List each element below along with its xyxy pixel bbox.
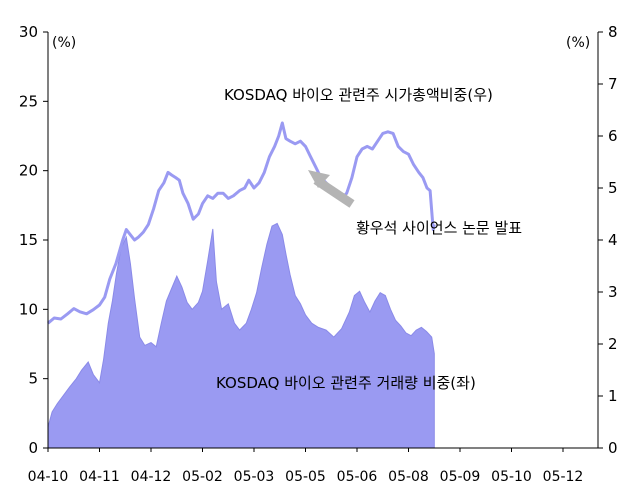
market-cap-share-line	[47, 121, 436, 325]
right-tick-label: 0	[608, 439, 618, 457]
market-cap-series-label: KOSDAQ 바이오 관련주 시가총액비중(우)	[224, 86, 493, 104]
left-tick-label: 5	[28, 370, 38, 388]
left-tick-label: 0	[28, 439, 38, 457]
x-tick-label: 04-11	[79, 469, 120, 485]
volume-share-area	[47, 222, 435, 449]
left-tick-label: 30	[19, 23, 38, 41]
left-tick-label: 15	[19, 231, 38, 249]
right-tick-label: 4	[608, 231, 618, 249]
right-axis-unit: (%)	[566, 35, 590, 51]
right-tick-label: 6	[608, 127, 618, 145]
x-tick-label: 05-12	[543, 469, 584, 485]
event-annotation: 황우석 사이언스 논문 발표	[356, 219, 522, 237]
left-axis-unit: (%)	[52, 35, 76, 51]
right-tick-label: 1	[608, 387, 618, 405]
x-tick-label: 05-05	[285, 469, 326, 485]
right-tick-label: 5	[608, 179, 618, 197]
x-tick-label: 05-09	[440, 469, 481, 485]
left-tick-label: 10	[19, 300, 38, 318]
volume-series-label: KOSDAQ 바이오 관련주 거래량 비중(좌)	[216, 374, 476, 392]
left-tick-label: 20	[19, 162, 38, 180]
x-tick-label: 05-03	[234, 469, 275, 485]
tick-labels-layer: 0 5 10 15 20 25 30 0 1 2 3 4 5 6 7 8 04-10 04-11 04-12 05-0…	[19, 23, 618, 485]
x-tick-label: 05-02	[182, 469, 223, 485]
x-tick-label: 05-10	[491, 469, 532, 485]
market-cap-line-layer	[47, 121, 436, 325]
right-tick-label: 7	[608, 75, 618, 93]
x-tick-label: 05-06	[337, 469, 378, 485]
right-tick-label: 8	[608, 23, 618, 41]
right-tick-label: 2	[608, 335, 618, 353]
right-tick-label: 3	[608, 283, 618, 301]
x-tick-label: 05-08	[388, 469, 429, 485]
event-arrow-shaft	[313, 176, 355, 208]
volume-area-layer	[47, 222, 435, 449]
left-tick-label: 25	[19, 92, 38, 110]
x-tick-label: 04-12	[131, 469, 172, 485]
x-tick-label: 04-10	[28, 469, 69, 485]
